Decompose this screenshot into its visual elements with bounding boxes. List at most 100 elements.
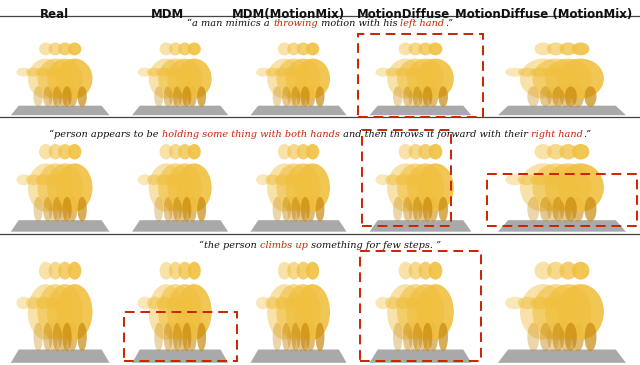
Ellipse shape — [169, 197, 178, 222]
Ellipse shape — [154, 197, 163, 222]
Ellipse shape — [376, 174, 390, 185]
Ellipse shape — [547, 197, 559, 222]
Ellipse shape — [147, 297, 161, 309]
Ellipse shape — [36, 174, 51, 185]
Ellipse shape — [297, 323, 306, 351]
Ellipse shape — [316, 323, 324, 351]
Polygon shape — [250, 220, 347, 232]
Polygon shape — [369, 350, 472, 363]
Text: holding some thing with both hands: holding some thing with both hands — [162, 130, 340, 139]
Polygon shape — [498, 350, 626, 363]
Ellipse shape — [287, 87, 296, 107]
Ellipse shape — [540, 323, 552, 351]
Bar — [240, 118, 357, 234]
Ellipse shape — [154, 87, 163, 107]
Ellipse shape — [179, 144, 191, 160]
Ellipse shape — [58, 323, 68, 351]
Ellipse shape — [68, 323, 77, 351]
Text: MDM(MotionMix): MDM(MotionMix) — [232, 8, 344, 21]
Ellipse shape — [543, 68, 562, 77]
Ellipse shape — [147, 68, 161, 77]
Ellipse shape — [547, 144, 564, 160]
Ellipse shape — [273, 323, 282, 351]
Ellipse shape — [267, 59, 302, 99]
Ellipse shape — [534, 262, 552, 280]
Ellipse shape — [282, 323, 291, 351]
Ellipse shape — [169, 42, 182, 55]
Ellipse shape — [148, 164, 184, 212]
Ellipse shape — [399, 144, 413, 160]
Ellipse shape — [530, 68, 549, 77]
Ellipse shape — [397, 284, 434, 340]
Text: “person appears to be: “person appears to be — [49, 130, 162, 139]
Text: “a man mimics a: “a man mimics a — [188, 19, 273, 28]
Ellipse shape — [138, 174, 152, 185]
Ellipse shape — [505, 174, 524, 185]
Ellipse shape — [419, 323, 428, 351]
Ellipse shape — [43, 87, 52, 107]
Ellipse shape — [77, 323, 87, 351]
Ellipse shape — [273, 197, 282, 222]
Ellipse shape — [179, 197, 188, 222]
Ellipse shape — [36, 297, 51, 309]
Ellipse shape — [273, 87, 282, 107]
Ellipse shape — [138, 297, 152, 309]
Ellipse shape — [284, 68, 298, 77]
Ellipse shape — [419, 262, 433, 280]
Bar — [358, 17, 483, 117]
Ellipse shape — [28, 284, 63, 340]
Ellipse shape — [559, 42, 577, 55]
Ellipse shape — [188, 42, 201, 55]
Text: climbs up: climbs up — [260, 241, 308, 250]
Ellipse shape — [282, 197, 291, 222]
Ellipse shape — [543, 174, 562, 185]
Ellipse shape — [540, 87, 552, 107]
Ellipse shape — [179, 323, 188, 351]
Ellipse shape — [405, 297, 420, 309]
Ellipse shape — [158, 164, 193, 212]
Ellipse shape — [166, 174, 180, 185]
Ellipse shape — [197, 197, 206, 222]
Text: MotionDiffuse (MotionMix): MotionDiffuse (MotionMix) — [456, 8, 632, 21]
Ellipse shape — [57, 59, 93, 99]
Ellipse shape — [295, 164, 330, 212]
Ellipse shape — [45, 297, 60, 309]
Ellipse shape — [301, 87, 310, 107]
Ellipse shape — [77, 87, 87, 107]
Ellipse shape — [438, 87, 448, 107]
Ellipse shape — [413, 87, 422, 107]
Polygon shape — [132, 350, 228, 363]
Ellipse shape — [275, 68, 289, 77]
Ellipse shape — [429, 87, 438, 107]
Ellipse shape — [33, 197, 43, 222]
Ellipse shape — [408, 197, 418, 222]
Ellipse shape — [182, 197, 191, 222]
Bar — [360, 251, 481, 361]
Ellipse shape — [393, 197, 403, 222]
Ellipse shape — [267, 284, 302, 340]
Ellipse shape — [408, 262, 422, 280]
Ellipse shape — [403, 323, 412, 351]
Ellipse shape — [278, 144, 291, 160]
Ellipse shape — [166, 297, 180, 309]
Ellipse shape — [47, 59, 83, 99]
Ellipse shape — [38, 59, 73, 99]
Ellipse shape — [428, 144, 442, 160]
Bar — [358, 234, 483, 365]
Bar — [487, 173, 637, 226]
Ellipse shape — [572, 323, 584, 351]
Ellipse shape — [393, 323, 403, 351]
Ellipse shape — [396, 297, 410, 309]
Ellipse shape — [33, 87, 43, 107]
Polygon shape — [498, 220, 626, 232]
Polygon shape — [250, 350, 347, 363]
Ellipse shape — [58, 197, 68, 222]
Ellipse shape — [438, 197, 448, 222]
Ellipse shape — [58, 87, 68, 107]
Ellipse shape — [17, 174, 31, 185]
Ellipse shape — [552, 323, 564, 351]
Ellipse shape — [405, 174, 420, 185]
Ellipse shape — [169, 323, 178, 351]
Ellipse shape — [545, 284, 591, 340]
Ellipse shape — [49, 87, 58, 107]
